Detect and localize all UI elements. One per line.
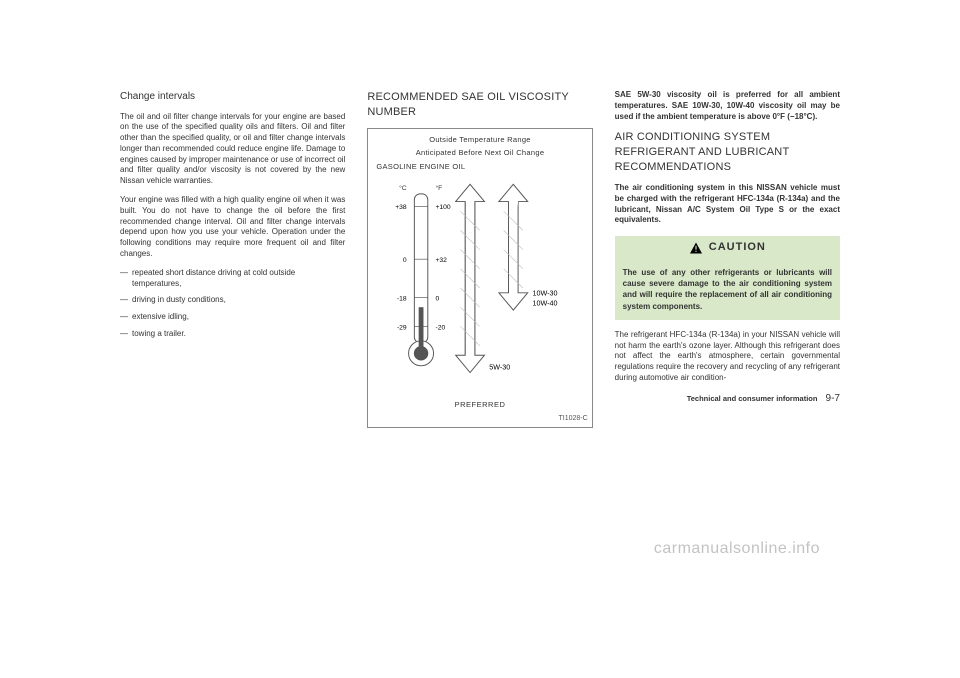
viscosity-heading: RECOMMENDED SAE OIL VISCOSITY NUMBER: [367, 90, 592, 120]
footer-page-number: 9-7: [826, 393, 840, 404]
caution-label: CAUTION: [709, 240, 766, 255]
caution-body: The use of any other refrigerants or lub…: [615, 259, 840, 320]
tick-f-2: 0: [436, 296, 440, 303]
chart-title-2: Anticipated Before Next Oil Change: [374, 148, 585, 158]
watermark: carmanualsonline.info: [654, 540, 820, 558]
tick-c-2: -18: [397, 296, 407, 303]
tick-f-0: +100: [436, 205, 451, 212]
caution-header: CAUTION: [615, 236, 840, 259]
tick-c-3: -29: [397, 325, 407, 332]
chart-title-1: Outside Temperature Range: [374, 135, 585, 145]
column-3: SAE 5W-30 viscosity oil is preferred for…: [615, 90, 840, 428]
viscosity-svg: °C °F +38 +100 0 +32 -18 0 -29 -20: [374, 178, 585, 398]
col1-paragraph-1: The oil and oil filter change intervals …: [120, 112, 345, 188]
col1-paragraph-2: Your engine was filled with a high quali…: [120, 195, 345, 260]
list-item: driving in dusty conditions,: [120, 295, 345, 306]
list-item: towing a trailer.: [120, 329, 345, 340]
unit-f: °F: [436, 184, 443, 192]
col3-paragraph-3: The refrigerant HFC-134a (R-134a) in you…: [615, 330, 840, 384]
tick-c-1: 0: [403, 257, 407, 264]
ac-heading: AIR CONDITIONING SYSTEM REFRIGERANT AND …: [615, 130, 840, 175]
chart-body: °C °F +38 +100 0 +32 -18 0 -29 -20: [374, 178, 585, 398]
col3-paragraph-1: SAE 5W-30 viscosity oil is preferred for…: [615, 90, 840, 122]
preferred-label: PREFERRED: [374, 400, 585, 410]
list-item: repeated short distance driving at cold …: [120, 268, 345, 290]
label-5w30: 5W-30: [490, 363, 511, 372]
tick-f-3: -20: [436, 325, 446, 332]
footer-section-label: Technical and consumer information: [687, 394, 818, 403]
column-2: RECOMMENDED SAE OIL VISCOSITY NUMBER Out…: [367, 90, 592, 428]
chart-subtitle: GASOLINE ENGINE OIL: [376, 162, 585, 172]
label-10w-a: 10W-30: [533, 289, 558, 298]
viscosity-chart: Outside Temperature Range Anticipated Be…: [367, 128, 592, 428]
col1-bullet-list: repeated short distance driving at cold …: [120, 268, 345, 340]
change-intervals-heading: Change intervals: [120, 90, 345, 104]
chart-reference: TI1028-C: [558, 414, 587, 423]
column-1: Change intervals The oil and oil filter …: [120, 90, 345, 428]
warning-icon: [689, 242, 703, 254]
label-10w-b: 10W-40: [533, 299, 558, 308]
page: Change intervals The oil and oil filter …: [0, 0, 960, 468]
col3-paragraph-2: The air conditioning system in this NISS…: [615, 183, 840, 226]
list-item: extensive idling,: [120, 312, 345, 323]
unit-c: °C: [399, 184, 407, 192]
caution-box: CAUTION The use of any other refrigerant…: [615, 236, 840, 320]
tick-c-0: +38: [396, 205, 408, 212]
tick-f-1: +32: [436, 257, 448, 264]
page-footer: Technical and consumer information 9-7: [615, 392, 840, 406]
